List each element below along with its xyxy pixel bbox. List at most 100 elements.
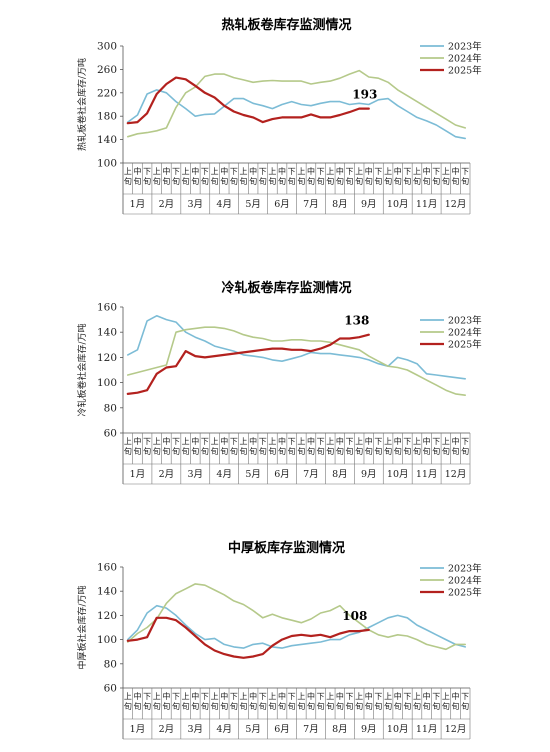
- x-sub-label: 上旬: [384, 692, 392, 711]
- x-sub-label: 中旬: [220, 691, 228, 711]
- x-sub-label: 上旬: [442, 167, 450, 186]
- month-label: 1月: [130, 199, 146, 210]
- x-sub-label: 下旬: [317, 437, 325, 456]
- month-label: 10月: [387, 469, 409, 480]
- x-sub-label: 中旬: [220, 436, 228, 456]
- legend-label-s2023: 2023年: [448, 563, 482, 575]
- legend-label-s2025: 2025年: [448, 339, 482, 351]
- month-label: 6月: [274, 724, 290, 735]
- x-sub-label: 中旬: [423, 166, 431, 186]
- hot-rolled-coil-chart: 热轧板卷库存监测情况 热轧板卷社会库存/万吨 100 140 180 220 260 300 上…: [0, 0, 550, 240]
- x-sub-label: 上旬: [124, 692, 132, 711]
- legend-label-s2024: 2024年: [448, 327, 482, 339]
- x-sub-label: 下旬: [461, 167, 469, 186]
- x-sub-label: 下旬: [259, 167, 267, 186]
- x-sub-label: 上旬: [384, 167, 392, 186]
- x-sub-label: 中旬: [307, 166, 315, 186]
- x-sub-label: 上旬: [355, 437, 363, 456]
- legend-label-s2023: 2023年: [448, 315, 482, 327]
- x-sub-label: 上旬: [153, 437, 161, 456]
- x-sub-label: 上旬: [442, 437, 450, 456]
- x-sub-label: 上旬: [182, 437, 190, 456]
- x-sub-label: 下旬: [143, 692, 151, 711]
- month-label: 8月: [332, 199, 348, 210]
- medium-thick-plate-svg: 中厚板库存监测情况中厚板社会库存/万吨6080100120140160上旬中旬下…: [76, 540, 482, 740]
- x-sub-label: 中旬: [423, 436, 431, 456]
- x-sub-label: 中旬: [133, 166, 141, 186]
- x-sub-label: 中旬: [336, 166, 344, 186]
- x-sub-label: 中旬: [278, 166, 286, 186]
- month-label: 12月: [445, 724, 467, 735]
- x-sub-label: 中旬: [365, 436, 373, 456]
- month-label: 5月: [245, 199, 261, 210]
- month-label: 2月: [159, 199, 175, 210]
- month-label: 4月: [216, 199, 232, 210]
- x-sub-label: 上旬: [268, 167, 276, 186]
- y-tick-label: 140: [97, 134, 117, 146]
- x-sub-label: 上旬: [153, 167, 161, 186]
- month-label: 12月: [445, 199, 467, 210]
- month-label: 6月: [274, 199, 290, 210]
- x-sub-label: 上旬: [268, 437, 276, 456]
- x-sub-label: 上旬: [153, 692, 161, 711]
- x-sub-label: 下旬: [432, 437, 440, 456]
- y-axis-label: 冷轧板卷社会库存/万吨: [76, 323, 88, 416]
- month-label: 2月: [159, 724, 175, 735]
- month-label: 8月: [332, 469, 348, 480]
- x-sub-label: 下旬: [374, 167, 382, 186]
- y-tick-label: 60: [104, 428, 117, 440]
- x-sub-label: 下旬: [259, 437, 267, 456]
- y-tick-label: 300: [97, 41, 117, 53]
- month-label: 8月: [332, 724, 348, 735]
- x-sub-label: 下旬: [346, 437, 354, 456]
- y-tick-label: 180: [97, 111, 117, 123]
- x-sub-label: 下旬: [288, 692, 296, 711]
- month-label: 3月: [188, 724, 204, 735]
- y-tick-label: 220: [97, 87, 117, 99]
- x-sub-label: 下旬: [230, 167, 238, 186]
- series-line-s2024: [127, 69, 467, 138]
- latest-value-annotation: 108: [342, 609, 367, 623]
- x-sub-label: 上旬: [211, 437, 219, 456]
- month-label: 5月: [245, 724, 261, 735]
- x-sub-label: 上旬: [355, 692, 363, 711]
- y-tick-label: 80: [104, 658, 117, 670]
- x-sub-label: 上旬: [326, 437, 334, 456]
- y-tick-label: 60: [104, 683, 117, 695]
- month-label: 4月: [216, 724, 232, 735]
- x-sub-label: 下旬: [317, 692, 325, 711]
- y-tick-label: 260: [97, 64, 117, 76]
- y-tick-label: 160: [97, 562, 117, 574]
- legend-label-s2025: 2025年: [448, 65, 482, 77]
- y-tick-label: 80: [104, 402, 117, 414]
- x-sub-label: 下旬: [346, 167, 354, 186]
- medium-thick-plate-chart: 中厚板库存监测情况 中厚板社会库存/万吨 60 80 100 120 140 160 上旬 中旬下…: [0, 520, 550, 752]
- x-sub-label: 下旬: [374, 692, 382, 711]
- x-sub-label: 下旬: [432, 167, 440, 186]
- x-sub-label: 下旬: [172, 437, 180, 456]
- x-sub-label: 上旬: [239, 437, 247, 456]
- x-sub-label: 中旬: [307, 691, 315, 711]
- month-label: 1月: [130, 469, 146, 480]
- x-sub-label: 中旬: [452, 166, 460, 186]
- x-sub-label: 下旬: [143, 437, 151, 456]
- legend-label-s2025: 2025年: [448, 587, 482, 599]
- month-label: 11月: [416, 724, 438, 735]
- x-sub-label: 中旬: [162, 166, 170, 186]
- series-line-s2023: [127, 604, 467, 649]
- x-sub-label: 上旬: [239, 692, 247, 711]
- series-line-s2025: [126, 616, 370, 659]
- month-label: 3月: [188, 469, 204, 480]
- y-tick-label: 120: [97, 352, 117, 364]
- chart-title: 中厚板库存监测情况: [228, 540, 345, 556]
- month-label: 1月: [130, 724, 146, 735]
- x-sub-label: 中旬: [162, 691, 170, 711]
- x-sub-label: 下旬: [374, 437, 382, 456]
- x-sub-label: 上旬: [211, 692, 219, 711]
- legend-label-s2024: 2024年: [448, 53, 482, 65]
- cold-rolled-coil-chart: 冷轧板卷库存监测情况 冷轧板卷社会库存/万吨 60 80 100 120 140 160 上旬中…: [0, 262, 550, 502]
- x-sub-label: 上旬: [182, 167, 190, 186]
- month-label: 6月: [274, 469, 290, 480]
- x-sub-label: 下旬: [201, 692, 209, 711]
- x-sub-label: 中旬: [452, 691, 460, 711]
